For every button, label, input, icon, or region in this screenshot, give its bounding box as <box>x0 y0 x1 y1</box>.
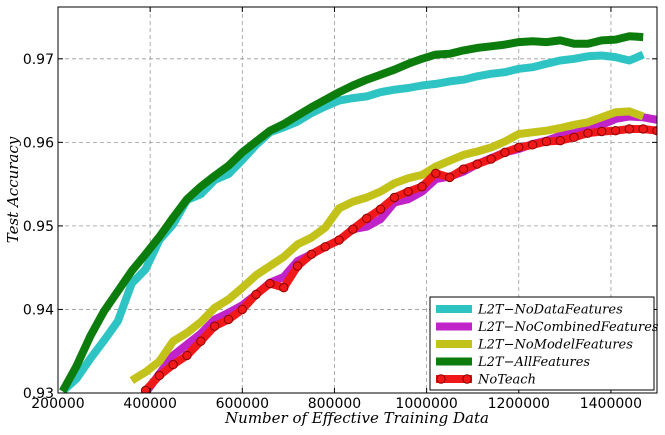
legend-entry-l2t-nodatafeatures: L2T−NoDataFeatures <box>436 303 623 318</box>
y-tick-label: 0.97 <box>23 52 54 68</box>
x-tick-label: 200000 <box>31 396 84 412</box>
x-tick-label: 1200000 <box>488 396 550 412</box>
data-point-noteach <box>182 350 192 361</box>
y-axis-title: Test Accuracy <box>4 136 22 243</box>
legend-entry-l2t-allfeatures: L2T−AllFeatures <box>436 355 590 370</box>
x-tick-label: 600000 <box>216 396 269 412</box>
data-point-noteach <box>486 154 496 164</box>
data-point-noteach <box>555 135 565 146</box>
legend-label: L2T−NoCombinedFeatures <box>477 320 659 335</box>
legend-label: L2T−NoModelFeatures <box>477 338 633 353</box>
series-line-l2t-allfeatures <box>59 32 644 393</box>
legend-label: L2T−NoDataFeatures <box>477 303 623 318</box>
legend-entry-l2t-nomodelfeatures: L2T−NoModelFeatures <box>436 338 633 353</box>
data-point-noteach <box>265 278 275 289</box>
data-point-noteach <box>431 168 441 178</box>
data-point-noteach <box>624 124 635 134</box>
data-point-noteach <box>375 204 386 214</box>
y-tick-label: 0.93 <box>23 386 54 402</box>
data-point-noteach <box>306 249 317 260</box>
data-point-noteach <box>527 140 538 150</box>
plot-frame <box>57 6 658 394</box>
series-line-l2t-nomodelfeatures <box>129 107 645 384</box>
data-point-noteach <box>389 192 400 203</box>
data-point-noteach <box>583 128 593 138</box>
legend: L2T−NoDataFeatures L2T−NoCombinedFeatures… <box>429 296 659 391</box>
data-point-noteach <box>597 126 607 137</box>
axis-ticks: 200000 400000 600000 800000 1000000 1200000 14… <box>23 7 657 412</box>
legend-label: L2T−AllFeatures <box>477 355 590 370</box>
legend-label: NoTeach <box>477 373 536 388</box>
data-point-noteach <box>196 336 206 346</box>
x-tick-label: 400000 <box>123 396 176 412</box>
data-point-noteach <box>292 261 303 271</box>
data-point-noteach <box>569 132 579 143</box>
y-tick-label: 0.94 <box>23 302 54 318</box>
data-point-noteach <box>458 164 469 174</box>
data-point-noteach <box>168 359 178 370</box>
legend-marker <box>462 374 472 384</box>
series-lines <box>59 32 657 393</box>
data-point-noteach <box>334 235 344 245</box>
data-point-noteach <box>417 181 427 192</box>
x-tick-label: 1000000 <box>395 396 457 412</box>
data-point-noteach <box>237 304 248 315</box>
data-point-noteach <box>472 159 482 169</box>
data-point-noteach <box>610 125 621 136</box>
data-point-noteach <box>500 147 510 158</box>
data-point-noteach <box>223 314 234 325</box>
data-point-noteach <box>251 289 261 300</box>
x-axis-title: Number of Effective Training Data <box>224 409 489 427</box>
data-point-noteach <box>348 224 358 234</box>
data-point-noteach <box>541 136 552 147</box>
data-point-noteach <box>154 370 165 381</box>
legend-entry-l2t-nocombinedfeatures: L2T−NoCombinedFeatures <box>436 320 659 335</box>
data-point-noteach <box>362 213 372 224</box>
legend-entry-noteach: NoTeach <box>436 373 536 388</box>
data-point-noteach <box>514 142 524 153</box>
x-tick-label: 1400000 <box>580 396 642 412</box>
data-point-noteach <box>444 172 455 183</box>
y-tick-label: 0.95 <box>23 219 54 235</box>
data-point-noteach <box>403 186 413 197</box>
data-point-noteach <box>209 321 220 331</box>
x-tick-label: 800000 <box>308 396 361 412</box>
legend-marker <box>436 374 446 384</box>
data-point-noteach <box>638 124 648 134</box>
data-point-noteach <box>320 242 330 252</box>
data-point-noteach <box>279 283 289 293</box>
y-tick-label: 0.96 <box>23 135 54 151</box>
